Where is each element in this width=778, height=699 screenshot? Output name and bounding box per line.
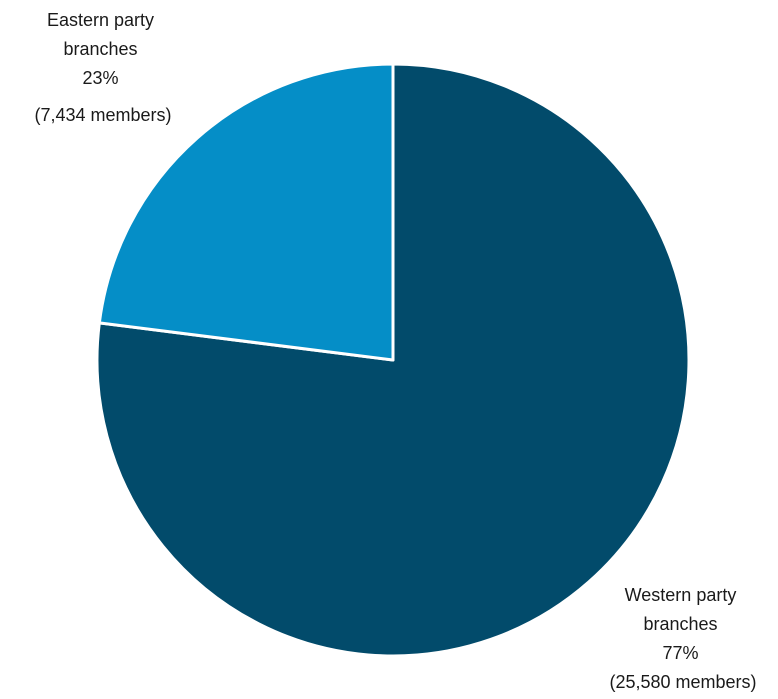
- western-slice-label: Western party branches 77% (25,580 membe…: [609, 585, 756, 692]
- western-label-line-1: Western party: [625, 585, 737, 605]
- western-label-line-2: branches: [643, 614, 717, 634]
- western-label-percent: 77%: [662, 643, 698, 663]
- eastern-slice-label: Eastern party branches 23% (7,434 member…: [34, 10, 171, 125]
- pie-slices: [95, 62, 691, 658]
- eastern-label-members: (7,434 members): [34, 105, 171, 125]
- eastern-slice: [97, 62, 395, 362]
- eastern-label-line-1: Eastern party: [47, 10, 154, 30]
- western-label-members: (25,580 members): [609, 672, 756, 692]
- eastern-label-percent: 23%: [82, 68, 118, 88]
- eastern-label-line-2: branches: [63, 39, 137, 59]
